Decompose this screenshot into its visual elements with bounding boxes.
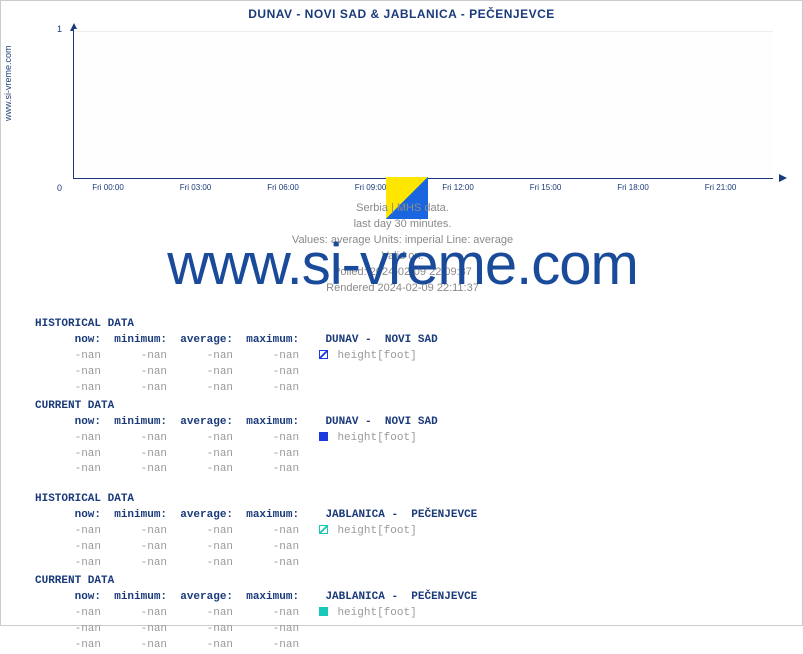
section-title: CURRENT DATA [35, 574, 775, 590]
section-title: HISTORICAL DATA [35, 317, 775, 333]
measure-label: height[foot] [331, 350, 417, 362]
series-swatch [319, 525, 328, 534]
measure-label: height[foot] [331, 432, 417, 444]
table-row: -nan -nan -nan -nan [35, 638, 775, 654]
meta-line: last day 30 minutes. [1, 217, 803, 233]
section-title: HISTORICAL DATA [35, 492, 775, 508]
section-title: CURRENT DATA [35, 399, 775, 415]
table-row: -nan -nan -nan -nan [35, 381, 775, 397]
meta-line: Values: average Units: imperial Line: av… [1, 233, 803, 249]
chart-area: 1 0 Fri 00:00Fri 03:00Fri 06:00Fri 09:00… [51, 29, 781, 189]
x-tick-label: Fri 21:00 [705, 183, 737, 192]
measure-label: height[foot] [331, 607, 417, 619]
meta-line: Polled: 2024-02-09 22:09:37 [1, 265, 803, 281]
table-header-row: now: minimum: average: maximum: DUNAV - … [35, 415, 775, 431]
x-tick-label: Fri 00:00 [92, 183, 124, 192]
meta-line: Rendered 2024-02-09 22:11:37 [1, 281, 803, 297]
chart-title: DUNAV - NOVI SAD & JABLANICA - PEČENJEVC… [1, 1, 802, 21]
meta-line: Valid on: [1, 249, 803, 265]
table-row: -nan -nan -nan -nan height[foot] [35, 431, 775, 447]
data-tables: HISTORICAL DATA now: minimum: average: m… [35, 317, 775, 654]
measure-label: height[foot] [331, 525, 417, 537]
meta-line: Serbia | MHS data. [1, 201, 803, 217]
y-tick-0: 0 [57, 183, 62, 193]
x-tick-label: Fri 03:00 [180, 183, 212, 192]
x-tick-label: Fri 09:00 [355, 183, 387, 192]
table-row: -nan -nan -nan -nan [35, 365, 775, 381]
series-swatch [319, 350, 328, 359]
x-tick-label: Fri 06:00 [267, 183, 299, 192]
table-row: -nan -nan -nan -nan height[foot] [35, 606, 775, 622]
x-tick-label: Fri 12:00 [442, 183, 474, 192]
x-tick-label: Fri 18:00 [617, 183, 649, 192]
y-tick-1: 1 [57, 24, 62, 34]
series-swatch [319, 607, 328, 616]
table-header-row: now: minimum: average: maximum: DUNAV - … [35, 333, 775, 349]
site-label-vertical: www.si-vreme.com [3, 45, 13, 121]
x-tick-label: Fri 15:00 [530, 183, 562, 192]
table-header-row: now: minimum: average: maximum: JABLANIC… [35, 508, 775, 524]
table-header-row: now: minimum: average: maximum: JABLANIC… [35, 590, 775, 606]
x-axis-arrow [779, 174, 787, 182]
gridline [74, 31, 773, 32]
plot-region [73, 29, 773, 179]
series-swatch [319, 432, 328, 441]
table-row: -nan -nan -nan -nan [35, 556, 775, 572]
table-row: -nan -nan -nan -nan [35, 540, 775, 556]
table-row: -nan -nan -nan -nan [35, 462, 775, 478]
table-row: -nan -nan -nan -nan [35, 622, 775, 638]
meta-block: Serbia | MHS data. last day 30 minutes. … [1, 201, 803, 297]
table-row: -nan -nan -nan -nan height[foot] [35, 349, 775, 365]
table-row: -nan -nan -nan -nan height[foot] [35, 524, 775, 540]
table-row: -nan -nan -nan -nan [35, 447, 775, 463]
